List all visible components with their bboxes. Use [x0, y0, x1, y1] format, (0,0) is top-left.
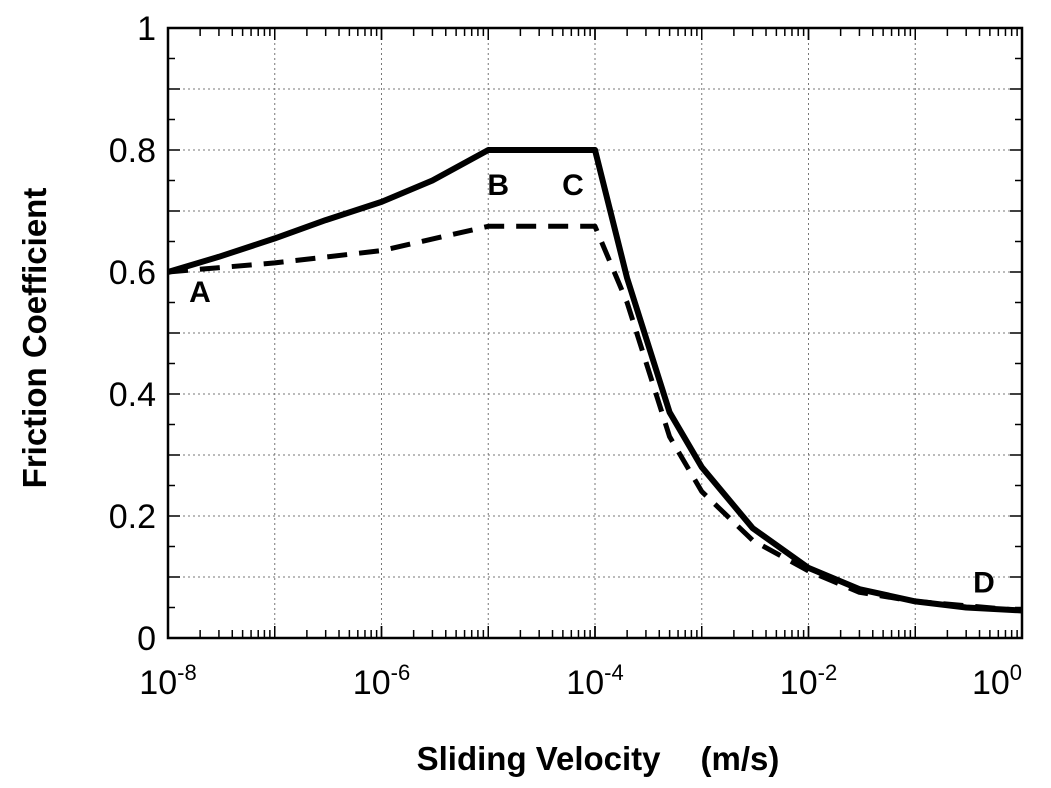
- y-tick-labels: 0 0.2 0.4 0.6 0.8 1: [109, 10, 156, 658]
- y-tick-label: 0: [137, 620, 156, 658]
- point-label-c: C: [562, 169, 584, 202]
- y-tick-label: 0.2: [109, 498, 156, 536]
- grid: [167, 28, 1023, 638]
- x-tick-base: 10: [139, 664, 177, 702]
- x-tick-exponent: 0: [1010, 660, 1022, 685]
- x-tick-labels: 10-8 10-6 10-4 10-2 100: [139, 660, 1022, 702]
- series-dashed-line: [167, 223, 1023, 613]
- x-axis-title: Sliding Velocity (m/s): [417, 740, 780, 777]
- annotation-layer: A B C D: [189, 169, 995, 600]
- y-tick-label: 0.4: [109, 376, 156, 414]
- plot-frame: [166, 26, 1024, 640]
- point-label-d: D: [973, 567, 995, 600]
- y-tick-label: 1: [137, 10, 156, 48]
- x-tick-exponent: -8: [177, 660, 197, 685]
- series-solid-line: [167, 147, 1023, 614]
- x-axis-unit: (m/s): [701, 740, 780, 777]
- x-tick-label: 100: [972, 660, 1022, 702]
- x-tick-label: 10-4: [566, 660, 623, 702]
- x-tick-exponent: -2: [818, 660, 838, 685]
- point-label-b: B: [487, 169, 509, 202]
- series-layer: [167, 147, 1023, 614]
- x-axis-title-text: Sliding Velocity: [417, 740, 662, 777]
- point-label-a: A: [189, 276, 211, 309]
- x-tick-base: 10: [972, 664, 1010, 702]
- x-tick-base: 10: [566, 664, 604, 702]
- x-tick-exponent: -4: [604, 660, 624, 685]
- x-tick-base: 10: [780, 664, 818, 702]
- x-tick-base: 10: [353, 664, 391, 702]
- x-tick-label: 10-2: [780, 660, 837, 702]
- y-axis-title: Friction Coefficient: [16, 188, 53, 489]
- y-tick-label: 0.6: [109, 254, 156, 292]
- x-tick-label: 10-6: [353, 660, 410, 702]
- x-tick-label: 10-8: [139, 660, 196, 702]
- y-tick-label: 0.8: [109, 132, 156, 170]
- x-tick-exponent: -6: [391, 660, 411, 685]
